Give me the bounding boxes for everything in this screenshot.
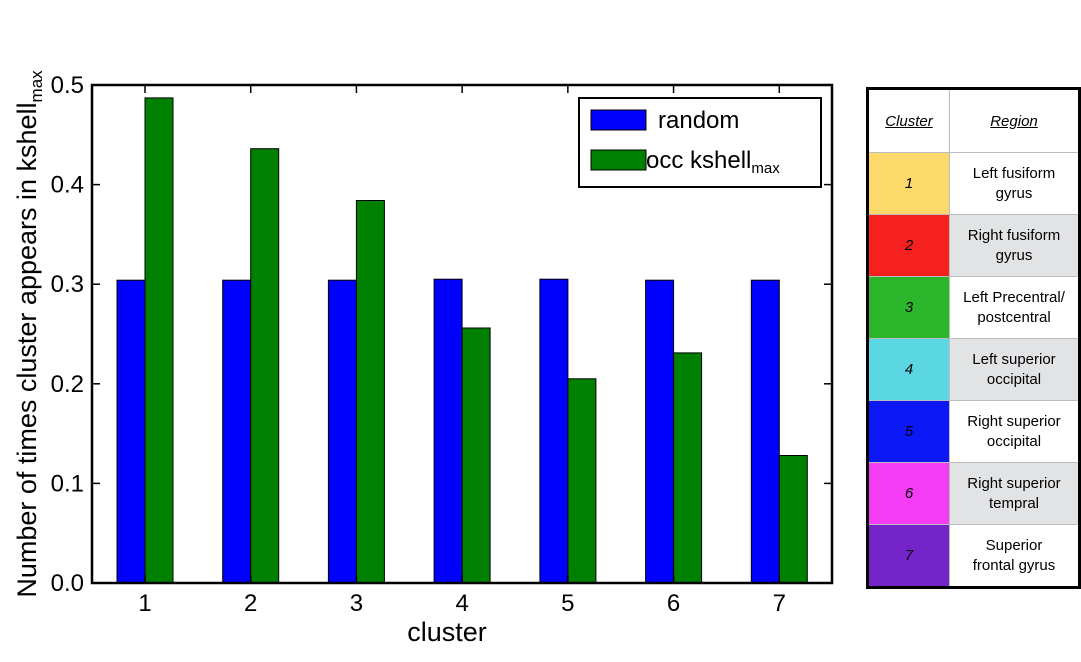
header-region: Region	[949, 88, 1080, 153]
y-axis-ticks: 0.0 0.1 0.2 0.3 0.4 0.5	[51, 72, 832, 597]
table-row: 4 Left superior occipital	[867, 338, 1080, 401]
region-cell: Left fusiform gyrus	[949, 152, 1080, 215]
legend-label-occ-kshell-main: occ kshell	[646, 147, 751, 174]
cluster-number: 1	[904, 174, 914, 192]
y-tick-label: 0.2	[51, 371, 84, 398]
x-axis-label: cluster	[407, 617, 487, 647]
cluster-number-cell: 7	[867, 524, 950, 588]
region-name-line2: frontal gyrus	[972, 556, 1056, 574]
cluster-number-cell: 5	[867, 400, 950, 463]
cluster-number: 7	[904, 546, 914, 564]
x-tick-label: 1	[138, 590, 151, 617]
region-name-line2: gyrus	[995, 184, 1033, 202]
region-name-line1: Left superior	[972, 350, 1056, 368]
bar-random-cluster-1	[116, 279, 146, 584]
region-name-line1: Right fusiform	[967, 226, 1061, 244]
cluster-number: 3	[904, 298, 914, 316]
region-name-line1: Superior	[985, 536, 1043, 554]
bars-group	[116, 97, 808, 584]
region-name-line2: occipital	[986, 370, 1042, 388]
cluster-number-cell: 2	[867, 214, 950, 277]
bar-occ-kshell-cluster-7	[778, 455, 808, 584]
header-cluster: Cluster	[867, 88, 950, 153]
region-name-line1: Left fusiform	[972, 164, 1056, 182]
cluster-number-cell: 1	[867, 152, 950, 215]
bar-random-cluster-6	[645, 279, 675, 584]
bar-occ-kshell-cluster-5	[567, 378, 597, 584]
y-tick-label: 0.4	[51, 172, 84, 199]
cluster-number: 2	[904, 236, 914, 254]
cluster-number: 5	[904, 422, 914, 440]
region-name-line1: Right superior	[967, 474, 1061, 492]
table-header-row: Cluster Region	[867, 88, 1080, 153]
table-body: 1 Left fusiform gyrus 2 Right fusiform gyrus 3…	[867, 152, 1080, 588]
x-tick-label: 7	[773, 590, 786, 617]
region-cell: Right fusiform gyrus	[949, 214, 1080, 277]
region-name-line2: postcentral	[977, 308, 1051, 326]
cluster-number-cell: 6	[867, 462, 950, 525]
region-cell: Right superior occipital	[949, 400, 1080, 463]
region-cell: Left Precentral/postcentral	[949, 276, 1080, 339]
bar-random-cluster-4	[433, 278, 463, 584]
bar-occ-kshell-cluster-4	[461, 327, 491, 584]
legend-label-occ-kshell: occ kshellmax	[646, 147, 780, 177]
table-row: 7 Superior frontal gyrus	[867, 524, 1080, 588]
y-tick-label: 0.1	[51, 470, 84, 497]
region-name-line1: Left Precentral/	[963, 288, 1065, 306]
y-tick-label: 0.3	[51, 271, 84, 298]
y-axis-label-subscript: max	[27, 70, 46, 103]
cluster-number-cell: 4	[867, 338, 950, 401]
bar-random-cluster-5	[539, 278, 569, 584]
bar-chart: 0.0 0.1 0.2 0.3 0.4 0.5 1 2 3 4 5 6 7 cluster Numbe…	[12, 70, 834, 647]
table-row: 6 Right superior tempral	[867, 462, 1080, 525]
region-table: Cluster Region 1 Left fusiform gyrus 2 Right…	[866, 87, 1081, 589]
region-name-line2: tempral	[988, 494, 1040, 512]
legend-swatch-random	[590, 109, 647, 131]
x-tick-label: 4	[455, 590, 468, 617]
legend: random occ kshellmax	[578, 97, 822, 188]
y-tick-label: 0.0	[51, 570, 84, 597]
bar-occ-kshell-cluster-2	[250, 148, 280, 584]
bar-occ-kshell-cluster-3	[355, 200, 385, 584]
region-name-line2: gyrus	[995, 246, 1033, 264]
cluster-number: 4	[904, 360, 914, 378]
region-name-line2: occipital	[986, 432, 1042, 450]
cluster-number: 6	[904, 484, 914, 502]
table-row: 3 Left Precentral/postcentral	[867, 276, 1080, 339]
legend-swatch-occ-kshell	[590, 149, 647, 171]
x-tick-label: 3	[350, 590, 363, 617]
region-name-line1: Right superior	[967, 412, 1061, 430]
y-axis-label: Number of times cluster appears in kshel…	[12, 70, 46, 598]
cluster-number-cell: 3	[867, 276, 950, 339]
legend-label-random: random	[658, 107, 739, 134]
bar-random-cluster-3	[327, 279, 357, 584]
table-row: 1 Left fusiform gyrus	[867, 152, 1080, 215]
region-cell: Superior frontal gyrus	[949, 524, 1080, 588]
bar-occ-kshell-cluster-1	[144, 97, 174, 584]
table-row: 2 Right fusiform gyrus	[867, 214, 1080, 277]
y-axis-label-main: Number of times cluster appears in kshel…	[12, 102, 42, 597]
x-tick-label: 2	[244, 590, 257, 617]
y-tick-label: 0.5	[51, 72, 84, 99]
region-cell: Left superior occipital	[949, 338, 1080, 401]
table-row: 5 Right superior occipital	[867, 400, 1080, 463]
x-axis-ticks: 1 2 3 4 5 6 7	[138, 85, 786, 617]
bar-random-cluster-2	[222, 279, 252, 584]
x-tick-label: 6	[667, 590, 680, 617]
legend-label-occ-kshell-subscript: max	[751, 160, 780, 177]
x-tick-label: 5	[561, 590, 574, 617]
bar-random-cluster-7	[750, 279, 780, 584]
bar-occ-kshell-cluster-6	[673, 352, 703, 584]
region-cell: Right superior tempral	[949, 462, 1080, 525]
